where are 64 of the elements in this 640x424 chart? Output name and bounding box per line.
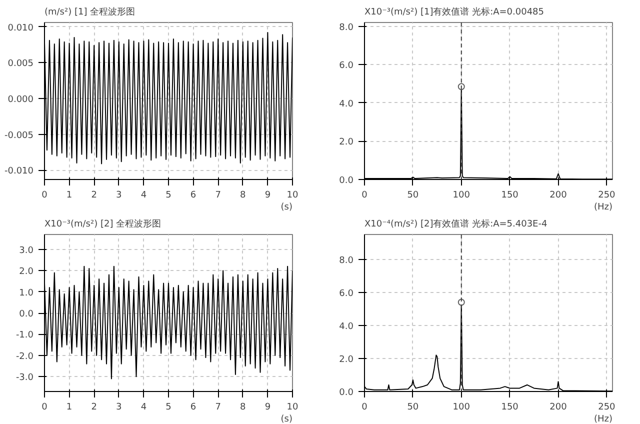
x-tick-label: 6 — [190, 402, 196, 412]
x-tick-label: 9 — [264, 402, 271, 412]
x-tick-label: 150 — [501, 190, 519, 200]
y-tick-label: 0.0 — [19, 310, 34, 320]
x-axis-title: (Hz) — [594, 202, 612, 212]
x-tick-label: 9 — [264, 190, 271, 200]
x-tick-label: 200 — [550, 190, 568, 200]
x-tick-label: 0 — [42, 402, 48, 412]
y-tick-label: 0.010 — [8, 23, 34, 34]
y-tick-label: -2.0 — [16, 352, 34, 362]
x-tick-label: 150 — [501, 402, 519, 412]
x-tick-label: 3 — [116, 402, 122, 412]
x-tick-label: 5 — [166, 402, 172, 412]
y-tick-label: 4.0 — [339, 322, 354, 332]
x-tick-label: 1 — [66, 190, 72, 200]
x-axis-title: (s) — [280, 414, 293, 424]
x-tick-label: 200 — [550, 402, 568, 412]
y-tick-label: 2.0 — [339, 354, 354, 365]
x-tick-label: 3 — [116, 190, 122, 200]
y-tick-label: 0.000 — [8, 94, 34, 105]
x-tick-label: 8 — [240, 402, 246, 412]
x-tick-label: 6 — [190, 190, 196, 200]
x-tick-label: 7 — [215, 402, 221, 412]
y-tick-label: 8.0 — [339, 256, 354, 266]
x-tick-label: 2 — [91, 402, 97, 412]
x-axis-title: (s) — [280, 202, 293, 212]
x-tick-label: 10 — [286, 402, 298, 412]
x-tick-label: 0 — [362, 402, 368, 412]
x-tick-label: 250 — [598, 190, 616, 200]
x-tick-label: 10 — [286, 190, 298, 200]
y-tick-label: -1.0 — [16, 330, 34, 341]
x-tick-label: 1 — [66, 402, 72, 412]
x-tick-label: 50 — [407, 190, 419, 200]
x-tick-label: 0 — [362, 190, 368, 200]
x-tick-label: 250 — [598, 402, 616, 412]
x-tick-label: 0 — [42, 190, 48, 200]
x-tick-label: 5 — [166, 190, 172, 200]
text: X10⁻³(m/s²) [1]有效值谱 光标:A=0.00485 — [364, 8, 544, 18]
x-axis-title: (Hz) — [594, 414, 612, 424]
y-tick-label: 6.0 — [339, 288, 354, 299]
x-tick-label: 4 — [140, 190, 147, 200]
y-tick-label: 4.0 — [339, 99, 354, 110]
x-tick-label: 4 — [140, 402, 147, 412]
text: X10⁻³(m/s²) [2] 全程波形图 — [44, 220, 162, 230]
y-tick-label: -0.005 — [4, 130, 34, 141]
x-tick-label: 50 — [407, 402, 419, 412]
y-tick-label: -0.010 — [4, 166, 34, 177]
y-tick-label: 3.0 — [19, 246, 34, 256]
x-tick-label: 7 — [215, 190, 221, 200]
x-tick-label: 100 — [452, 190, 470, 200]
x-tick-label: 8 — [240, 190, 246, 200]
x-tick-label: 100 — [452, 402, 470, 412]
y-tick-label: 0.0 — [339, 176, 354, 186]
text: X10⁻⁴(m/s²) [2]有效值谱 光标:A=5.403E-4 — [364, 220, 548, 230]
x-tick-label: 2 — [91, 190, 97, 200]
y-tick-label: -3.0 — [16, 373, 34, 384]
y-tick-label: 2.0 — [19, 267, 34, 278]
y-tick-label: 0.005 — [8, 59, 34, 70]
y-tick-label: 6.0 — [339, 61, 354, 72]
y-tick-label: 1.0 — [19, 288, 34, 298]
y-tick-label: 0.0 — [339, 388, 354, 398]
text: (m/s²) [1] 全程波形图 — [44, 8, 136, 18]
y-tick-label: 2.0 — [339, 138, 354, 148]
y-tick-label: 8.0 — [339, 22, 354, 33]
